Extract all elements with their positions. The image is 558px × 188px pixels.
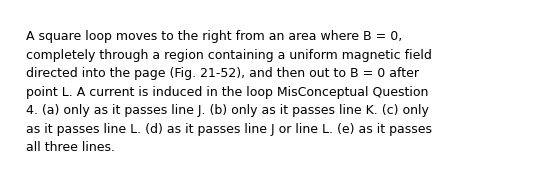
Text: A square loop moves to the right from an area where B = 0,
completely through a : A square loop moves to the right from an… — [26, 30, 432, 154]
